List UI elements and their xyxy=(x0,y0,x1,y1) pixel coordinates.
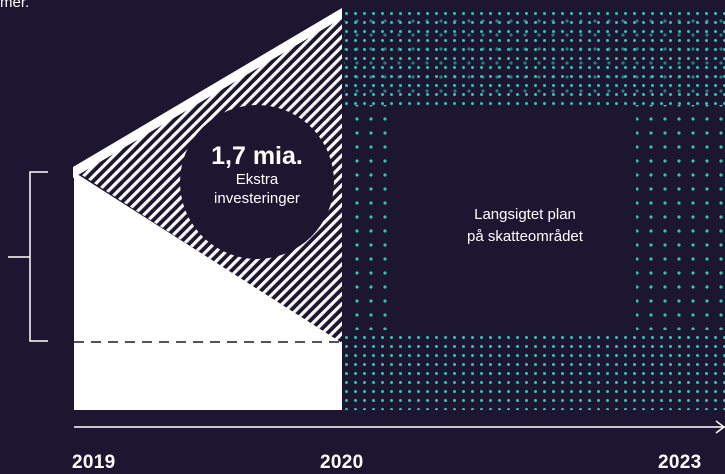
bubble-circle xyxy=(180,105,334,259)
bubble-label-line1: Ekstra xyxy=(235,171,279,188)
plan-line1: Langsigtet plan xyxy=(474,206,576,223)
plan-line2: på skatteområdet xyxy=(467,228,583,245)
left-band-dots xyxy=(350,105,396,330)
bracket-line xyxy=(29,171,48,342)
bubble-text: 1,7 mia. Ekstra investeringer xyxy=(172,142,342,208)
year-2020: 2020 xyxy=(320,452,364,473)
baseline-area xyxy=(74,172,342,410)
dotted-frame-top-sparse xyxy=(344,10,725,100)
top-edge-band xyxy=(73,8,342,178)
bubble-label-line2: investeringer xyxy=(214,190,300,207)
plan-inner-box xyxy=(396,105,636,330)
bubble-amount: 1,7 mia. xyxy=(211,142,303,170)
year-2023: 2023 xyxy=(658,452,702,473)
header-fragment: mer. xyxy=(0,0,30,11)
bracket xyxy=(8,171,48,342)
right-band-dots xyxy=(636,105,725,330)
timeline-arrow-icon xyxy=(715,420,725,434)
plan-text: Langsigtet plan på skatteområdet xyxy=(425,204,625,248)
year-2019: 2019 xyxy=(72,452,116,473)
